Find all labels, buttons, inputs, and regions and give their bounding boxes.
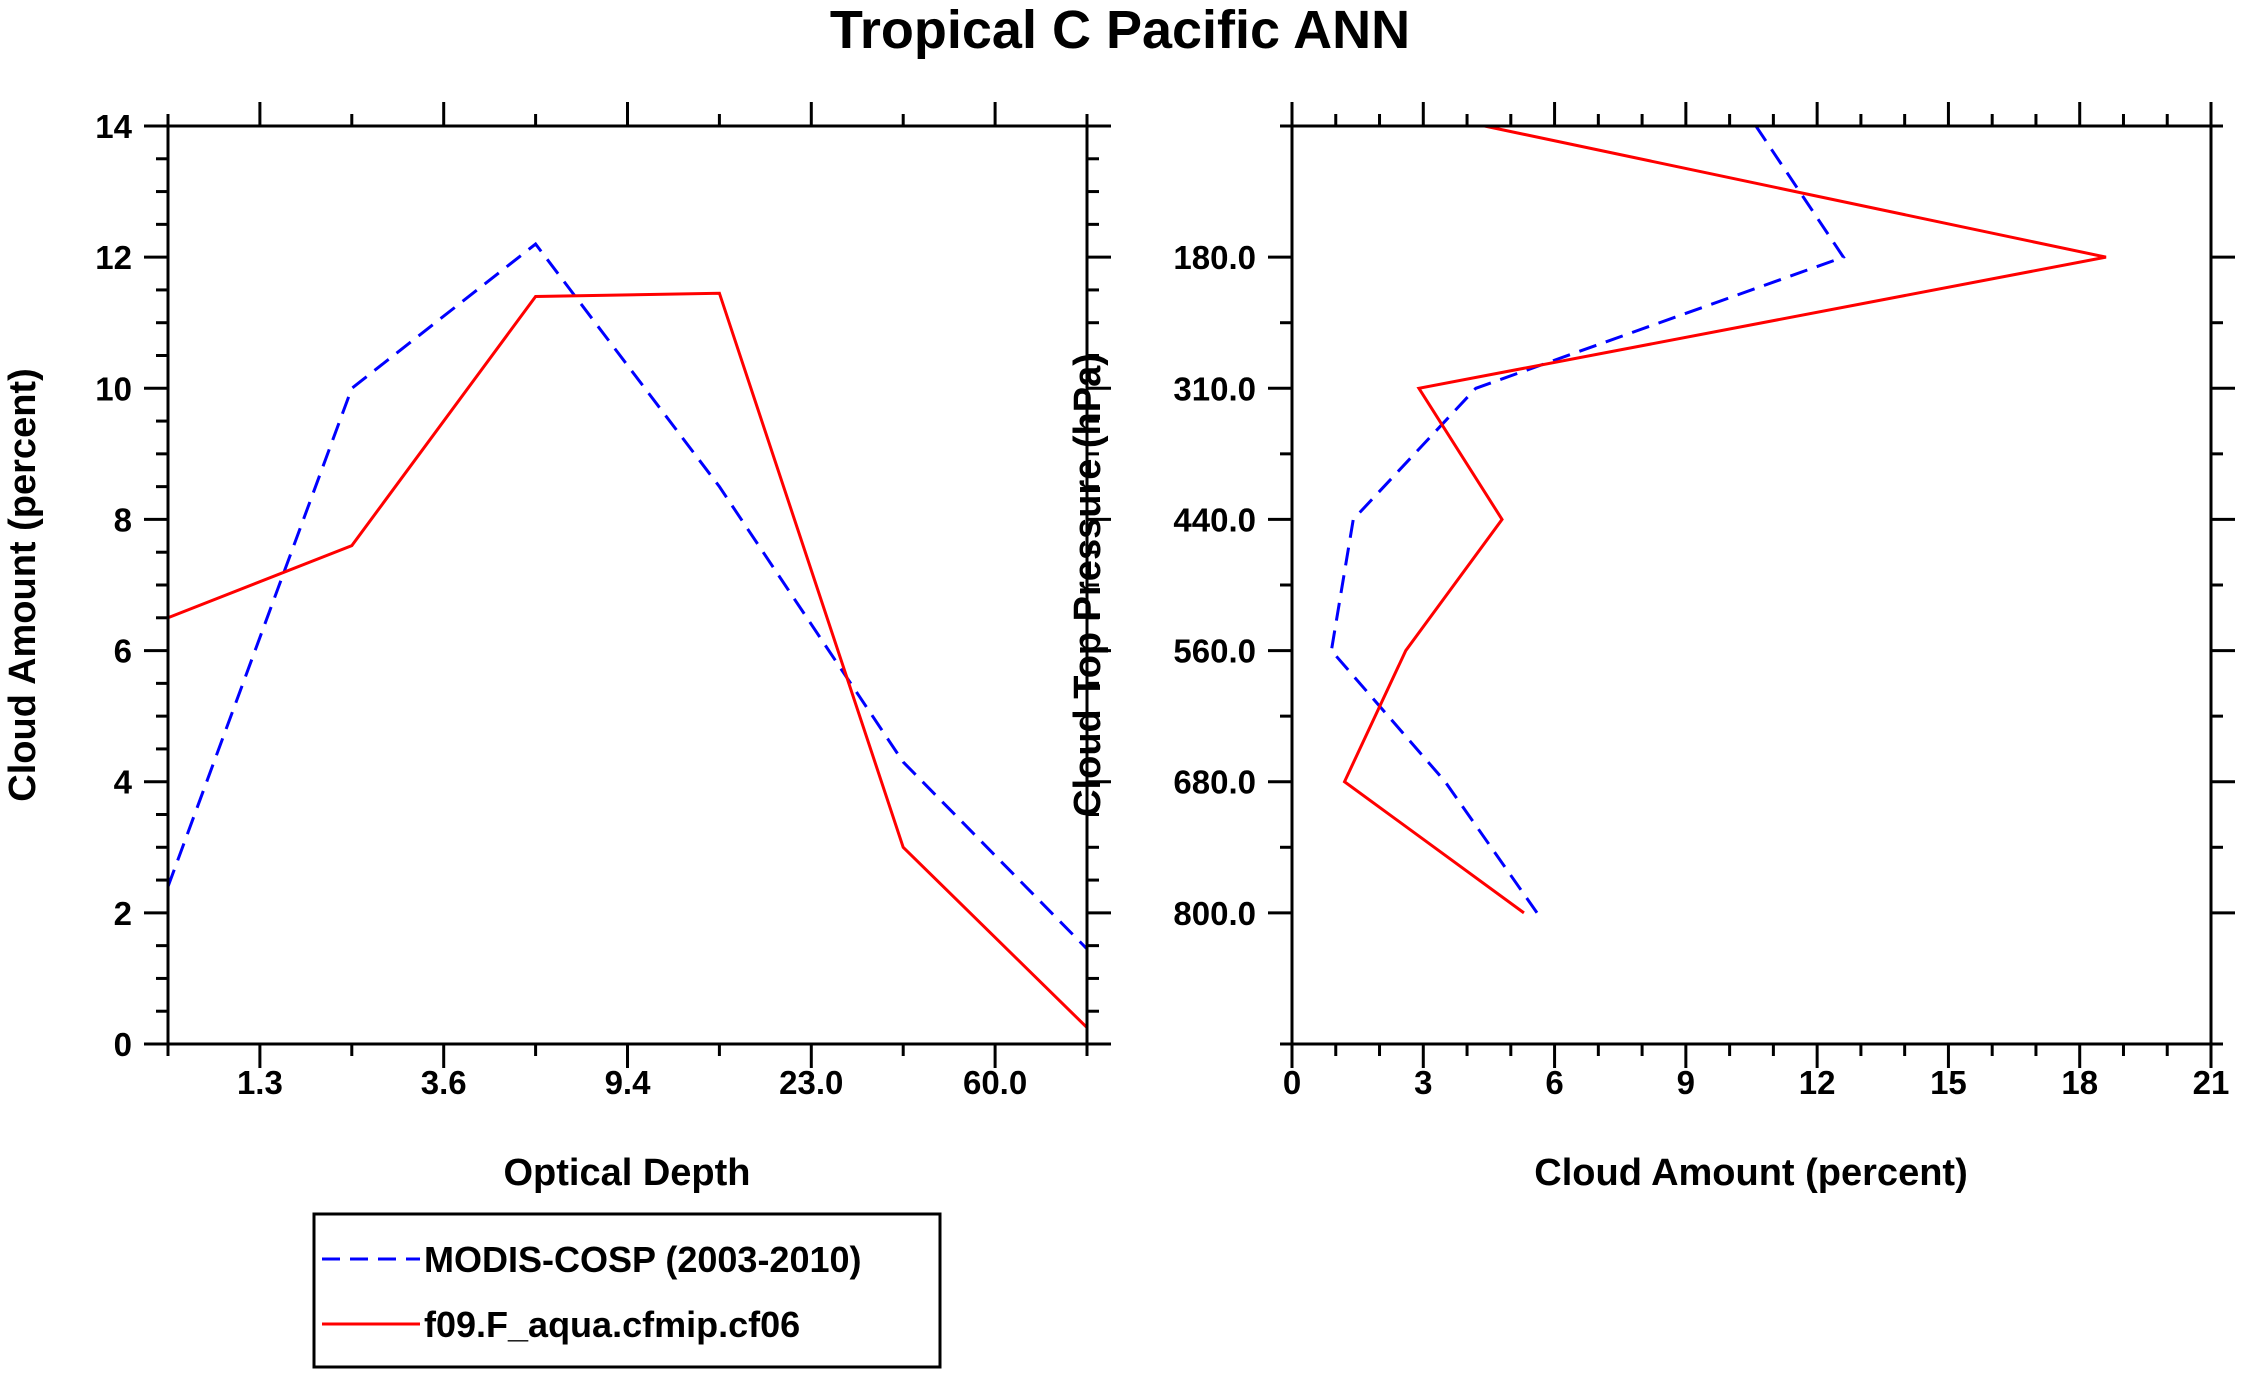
- left-y-tick-label: 2: [114, 895, 132, 932]
- right-y-axis-label: Cloud Top Pressure (hPa): [1067, 353, 1109, 817]
- left-x-tick-label: 1.3: [237, 1064, 283, 1101]
- left-y-axis-label: Cloud Amount (percent): [2, 368, 44, 801]
- left-y-tick-label: 12: [95, 239, 132, 276]
- right-y-tick-label: 680.0: [1173, 764, 1256, 801]
- right-y-tick-label: 440.0: [1173, 501, 1256, 538]
- left-x-tick-label: 3.6: [421, 1064, 467, 1101]
- right-x-axis-label: Cloud Amount (percent): [1534, 1152, 1967, 1194]
- left-series-modis-line: [166, 241, 1089, 950]
- right-x-tick-label: 15: [1930, 1064, 1967, 1101]
- left-x-tick-label: 23.0: [779, 1064, 843, 1101]
- optical-depth-panel: 0 2 4 6 8 10 12 14 1.3 3.6 9.4 23.0 60.0 Optical Dep…: [2, 102, 1111, 1194]
- left-y-tick-label: 14: [95, 108, 132, 145]
- right-y-tick-label: 560.0: [1173, 633, 1256, 670]
- right-series-model-line: [1342, 124, 2107, 915]
- legend-box: [312, 1212, 942, 1369]
- legend: MODIS-COSP (2003-2010) f09.F_aqua.cfmip.…: [312, 1212, 942, 1369]
- left-y-tick-label: 6: [114, 633, 132, 670]
- right-x-tick-label: 9: [1677, 1064, 1695, 1101]
- right-y-tick-label: 310.0: [1173, 370, 1256, 407]
- left-y-tick-label: 0: [114, 1026, 132, 1063]
- right-x-tick-label: 18: [2061, 1064, 2098, 1101]
- left-plot-frame: [166, 124, 1089, 1046]
- left-y-tick-label: 10: [95, 370, 132, 407]
- legend-label-modis: MODIS-COSP (2003-2010): [424, 1239, 862, 1280]
- right-x-tick-label: 3: [1414, 1064, 1432, 1101]
- left-y-tick-label: 4: [114, 764, 133, 801]
- left-x-tick-label: 60.0: [963, 1064, 1027, 1101]
- left-y-tick-label: 8: [114, 501, 132, 538]
- left-series-model-line: [167, 291, 1089, 1029]
- cloud-top-pressure-panel: 0 3 6 9 12 15 18 21 180.0 310.0 440.0 560.0 680.0 800…: [1067, 102, 2235, 1194]
- right-plot-frame: [1290, 124, 2213, 1046]
- left-x-tick-label: 9.4: [605, 1064, 652, 1101]
- legend-label-model: f09.F_aqua.cfmip.cf06: [424, 1304, 800, 1345]
- right-y-tick-label: 800.0: [1173, 895, 1256, 932]
- left-x-axis-label: Optical Depth: [503, 1152, 750, 1194]
- right-x-tick-label: 21: [2193, 1064, 2230, 1101]
- right-x-tick-label: 0: [1283, 1064, 1301, 1101]
- right-series-modis-line: [1329, 125, 1846, 914]
- right-x-tick-label: 12: [1799, 1064, 1836, 1101]
- figure-title: Tropical C Pacific ANN: [830, 0, 1410, 60]
- right-x-tick-label: 6: [1545, 1064, 1563, 1101]
- right-y-tick-label: 180.0: [1173, 239, 1256, 276]
